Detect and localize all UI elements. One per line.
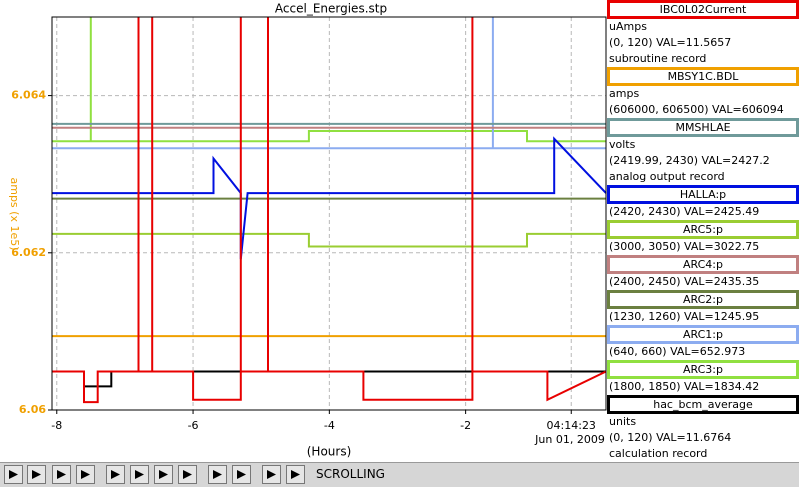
legend-entry: ARC4:p — [607, 255, 799, 274]
legend-entry: ARC3:p — [607, 360, 799, 379]
y-tick-label: 6.06 — [19, 403, 46, 416]
legend-entry: ARC1:p — [607, 325, 799, 344]
icon-shape — [159, 470, 168, 479]
plot-border — [51, 16, 607, 411]
icon-shape — [237, 470, 246, 479]
toolbar-button[interactable] — [154, 465, 173, 484]
button-icon — [213, 470, 222, 479]
toolbar-button[interactable] — [178, 465, 197, 484]
icon-shape — [183, 470, 192, 479]
x-tick-label: -2 — [460, 419, 471, 432]
button-icon — [135, 470, 144, 479]
legend-info: (606000, 606500) VAL=606094 — [609, 103, 784, 116]
legend-entry: hac_bcm_average — [607, 395, 799, 414]
toolbar-button[interactable] — [286, 465, 305, 484]
button-icon — [9, 470, 18, 479]
button-icon — [267, 470, 276, 479]
legend-info: (3000, 3050) VAL=3022.75 — [609, 240, 760, 253]
legend-entry: ARC5:p — [607, 220, 799, 239]
series-line — [52, 17, 606, 143]
button-icon — [183, 470, 192, 479]
legend-info: (0, 120) VAL=11.5657 — [609, 36, 732, 49]
status-text: SCROLLING — [316, 467, 385, 481]
toolbar-button[interactable] — [130, 465, 149, 484]
toolbar-button[interactable] — [106, 465, 125, 484]
button-icon — [57, 470, 66, 479]
toolbar-button[interactable] — [208, 465, 227, 484]
x-tick-label: -8 — [51, 419, 62, 432]
series-line — [52, 232, 606, 248]
x-date-label: Jun 01, 2009 — [534, 433, 605, 446]
legend-entry: MBSY1C.BDL — [607, 67, 799, 86]
legend-info: calculation record — [609, 447, 708, 460]
legend-info: subroutine record — [609, 52, 707, 65]
toolbar-button[interactable] — [232, 465, 251, 484]
toolbar-button[interactable] — [76, 465, 95, 484]
x-tick-label: -6 — [188, 419, 199, 432]
legend: IBC0L02Current uAmps (0, 120) VAL=11.5657 s… — [607, 0, 799, 462]
legend-info: (2419.99, 2430) VAL=2427.2 — [609, 154, 770, 167]
icon-shape — [135, 470, 144, 479]
icon-shape — [81, 470, 90, 479]
y-tick-label: 6.064 — [11, 89, 46, 102]
button-icon — [291, 470, 300, 479]
icon-shape — [213, 470, 222, 479]
legend-info: (640, 660) VAL=652.973 — [609, 345, 746, 358]
button-icon — [237, 470, 246, 479]
legend-info: (1230, 1260) VAL=1245.95 — [609, 310, 760, 323]
legend-entry: IBC0L02Current — [607, 0, 799, 19]
button-icon — [32, 470, 41, 479]
icon-shape — [111, 470, 120, 479]
icon-shape — [9, 470, 18, 479]
icon-shape — [291, 470, 300, 479]
series-line — [52, 17, 606, 150]
legend-info: (1800, 1850) VAL=1834.42 — [609, 380, 760, 393]
y-tick-label: 6.062 — [11, 246, 46, 259]
toolbar: SCROLLING — [0, 462, 799, 487]
icon-shape — [32, 470, 41, 479]
legend-info: volts — [609, 138, 636, 151]
legend-entry: ARC2:p — [607, 290, 799, 309]
series-line — [52, 17, 607, 404]
icon-shape — [267, 470, 276, 479]
legend-info: (2400, 2450) VAL=2435.35 — [609, 275, 760, 288]
chart: Accel_Energies.stp amps (x 1e5) (Hours) … — [8, 2, 607, 459]
button-icon — [81, 470, 90, 479]
button-icon — [159, 470, 168, 479]
toolbar-button[interactable] — [262, 465, 281, 484]
legend-info: uAmps — [609, 20, 647, 33]
toolbar-button[interactable] — [4, 465, 23, 484]
x-tick-label: -4 — [324, 419, 335, 432]
icon-shape — [57, 470, 66, 479]
chart-title: Accel_Energies.stp — [275, 2, 387, 16]
legend-info: amps — [609, 87, 640, 100]
toolbar-button[interactable] — [27, 465, 46, 484]
x-axis-label: (Hours) — [307, 445, 352, 459]
legend-entry: MMSHLAE — [607, 118, 799, 137]
x-tick-label: 04:14:23 — [547, 419, 596, 432]
toolbar-button[interactable] — [52, 465, 71, 484]
legend-info: units — [609, 415, 637, 428]
legend-info: (2420, 2430) VAL=2425.49 — [609, 205, 760, 218]
y-axis-label: amps (x 1e5) — [8, 177, 21, 250]
button-icon — [111, 470, 120, 479]
legend-info: analog output record — [609, 170, 725, 183]
legend-info: (0, 120) VAL=11.6764 — [609, 431, 732, 444]
legend-entry: HALLA:p — [607, 185, 799, 204]
